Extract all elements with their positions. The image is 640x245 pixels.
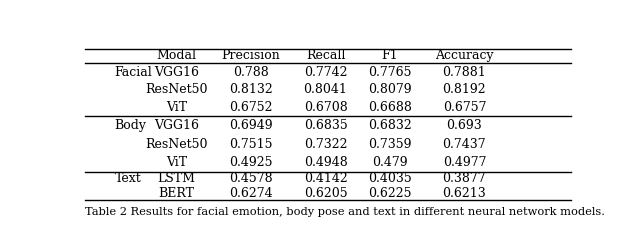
Text: 0.4035: 0.4035 [368, 172, 412, 185]
Text: LSTM: LSTM [157, 172, 196, 185]
Text: F1: F1 [381, 49, 398, 62]
Text: Precision: Precision [221, 49, 280, 62]
Text: ViT: ViT [166, 101, 188, 114]
Text: VGG16: VGG16 [154, 66, 199, 79]
Text: 0.8041: 0.8041 [303, 83, 348, 96]
Text: Recall: Recall [306, 49, 345, 62]
Text: 0.479: 0.479 [372, 156, 408, 169]
Text: 0.7437: 0.7437 [443, 137, 486, 150]
Text: 0.4977: 0.4977 [443, 156, 486, 169]
Text: 0.7742: 0.7742 [304, 66, 348, 79]
Text: Facial: Facial [115, 66, 152, 79]
Text: 0.4925: 0.4925 [229, 156, 273, 169]
Text: 0.6688: 0.6688 [368, 101, 412, 114]
Text: 0.8079: 0.8079 [368, 83, 412, 96]
Text: 0.4578: 0.4578 [229, 172, 273, 185]
Text: 0.693: 0.693 [447, 119, 483, 132]
Text: VGG16: VGG16 [154, 119, 199, 132]
Text: 0.7881: 0.7881 [442, 66, 486, 79]
Text: 0.8132: 0.8132 [229, 83, 273, 96]
Text: 0.4142: 0.4142 [303, 172, 348, 185]
Text: 0.7322: 0.7322 [304, 137, 348, 150]
Text: Accuracy: Accuracy [435, 49, 493, 62]
Text: 0.6832: 0.6832 [368, 119, 412, 132]
Text: Text: Text [115, 172, 141, 185]
Text: Modal: Modal [157, 49, 196, 62]
Text: 0.6752: 0.6752 [229, 101, 273, 114]
Text: 0.7359: 0.7359 [368, 137, 412, 150]
Text: 0.6213: 0.6213 [442, 186, 486, 200]
Text: 0.788: 0.788 [233, 66, 269, 79]
Text: 0.6949: 0.6949 [229, 119, 273, 132]
Text: ResNet50: ResNet50 [145, 137, 208, 150]
Text: 0.4948: 0.4948 [303, 156, 348, 169]
Text: 0.7765: 0.7765 [368, 66, 412, 79]
Text: 0.6835: 0.6835 [303, 119, 348, 132]
Text: 0.6274: 0.6274 [229, 186, 273, 200]
Text: 0.8192: 0.8192 [443, 83, 486, 96]
Text: 0.3877: 0.3877 [443, 172, 486, 185]
Text: 0.6225: 0.6225 [368, 186, 412, 200]
Text: 0.6708: 0.6708 [303, 101, 348, 114]
Text: Table 2 Results for facial emotion, body pose and text in different neural netwo: Table 2 Results for facial emotion, body… [85, 207, 605, 217]
Text: 0.7515: 0.7515 [229, 137, 273, 150]
Text: 0.6205: 0.6205 [304, 186, 348, 200]
Text: Body: Body [115, 119, 147, 132]
Text: ViT: ViT [166, 156, 188, 169]
Text: ResNet50: ResNet50 [145, 83, 208, 96]
Text: BERT: BERT [159, 186, 195, 200]
Text: 0.6757: 0.6757 [443, 101, 486, 114]
